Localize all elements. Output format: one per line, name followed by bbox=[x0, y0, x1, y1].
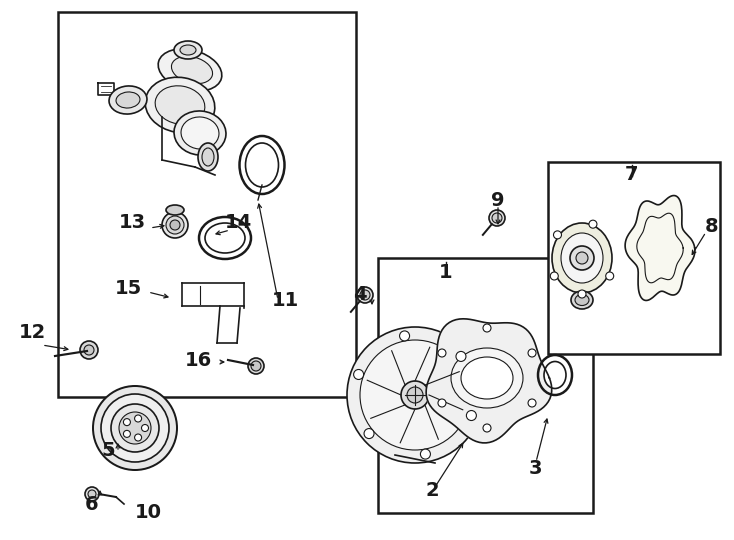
Circle shape bbox=[483, 424, 491, 432]
Text: 16: 16 bbox=[184, 350, 211, 369]
Text: 2: 2 bbox=[425, 481, 439, 500]
Ellipse shape bbox=[461, 357, 513, 399]
Ellipse shape bbox=[162, 212, 188, 238]
Circle shape bbox=[456, 352, 466, 361]
Ellipse shape bbox=[116, 92, 140, 108]
Circle shape bbox=[528, 349, 536, 357]
Circle shape bbox=[251, 361, 261, 371]
Circle shape bbox=[88, 490, 96, 498]
Ellipse shape bbox=[166, 216, 184, 234]
Circle shape bbox=[123, 430, 131, 437]
Ellipse shape bbox=[180, 45, 196, 55]
Circle shape bbox=[550, 272, 559, 280]
Text: 10: 10 bbox=[134, 503, 161, 522]
Circle shape bbox=[528, 399, 536, 407]
Circle shape bbox=[134, 434, 142, 441]
Bar bbox=[378, 258, 593, 513]
Ellipse shape bbox=[170, 220, 180, 230]
Text: 7: 7 bbox=[625, 165, 639, 184]
Text: 11: 11 bbox=[272, 291, 299, 309]
Circle shape bbox=[589, 220, 597, 228]
Text: 5: 5 bbox=[101, 441, 115, 460]
Circle shape bbox=[483, 324, 491, 332]
Polygon shape bbox=[625, 195, 695, 300]
Ellipse shape bbox=[451, 348, 523, 408]
Circle shape bbox=[489, 210, 505, 226]
Circle shape bbox=[248, 358, 264, 374]
Circle shape bbox=[606, 272, 614, 280]
Bar bbox=[548, 162, 720, 354]
Text: 8: 8 bbox=[705, 217, 719, 235]
Circle shape bbox=[80, 341, 98, 359]
Circle shape bbox=[123, 418, 131, 426]
Text: 1: 1 bbox=[439, 262, 453, 281]
Polygon shape bbox=[426, 319, 552, 443]
Ellipse shape bbox=[145, 77, 215, 133]
Ellipse shape bbox=[205, 223, 245, 253]
Text: 9: 9 bbox=[491, 191, 505, 210]
Text: 3: 3 bbox=[528, 458, 542, 477]
Circle shape bbox=[142, 424, 148, 431]
Circle shape bbox=[407, 387, 423, 403]
Circle shape bbox=[357, 287, 373, 303]
Circle shape bbox=[119, 412, 151, 444]
Circle shape bbox=[93, 386, 177, 470]
Circle shape bbox=[492, 213, 502, 223]
Ellipse shape bbox=[174, 41, 202, 59]
Ellipse shape bbox=[155, 86, 205, 124]
Text: 14: 14 bbox=[225, 213, 252, 232]
Text: 12: 12 bbox=[18, 323, 46, 342]
Circle shape bbox=[399, 331, 410, 341]
Circle shape bbox=[364, 429, 374, 438]
Ellipse shape bbox=[202, 148, 214, 166]
Text: 4: 4 bbox=[353, 286, 367, 305]
Circle shape bbox=[101, 394, 169, 462]
Circle shape bbox=[111, 404, 159, 452]
Ellipse shape bbox=[544, 361, 566, 388]
Circle shape bbox=[576, 252, 588, 264]
Ellipse shape bbox=[245, 143, 278, 187]
Circle shape bbox=[85, 487, 99, 501]
Bar bbox=[58, 12, 356, 397]
Ellipse shape bbox=[174, 111, 226, 155]
Circle shape bbox=[570, 246, 594, 270]
Circle shape bbox=[401, 381, 429, 409]
Circle shape bbox=[438, 399, 446, 407]
Ellipse shape bbox=[198, 143, 218, 171]
Ellipse shape bbox=[575, 294, 589, 306]
Circle shape bbox=[360, 340, 470, 450]
Ellipse shape bbox=[166, 205, 184, 215]
Ellipse shape bbox=[109, 86, 147, 114]
Ellipse shape bbox=[552, 223, 612, 293]
Circle shape bbox=[421, 449, 430, 459]
Ellipse shape bbox=[172, 56, 213, 84]
Ellipse shape bbox=[571, 291, 593, 309]
Text: 13: 13 bbox=[118, 213, 145, 232]
Circle shape bbox=[578, 290, 586, 298]
Circle shape bbox=[347, 327, 483, 463]
Circle shape bbox=[438, 349, 446, 357]
Circle shape bbox=[354, 369, 363, 380]
Circle shape bbox=[134, 415, 142, 422]
Circle shape bbox=[553, 231, 562, 239]
Circle shape bbox=[360, 290, 370, 300]
Ellipse shape bbox=[181, 117, 219, 149]
Text: 15: 15 bbox=[115, 279, 142, 298]
Text: 6: 6 bbox=[85, 495, 99, 514]
Ellipse shape bbox=[159, 49, 222, 91]
Circle shape bbox=[466, 410, 476, 421]
Ellipse shape bbox=[561, 233, 603, 283]
Circle shape bbox=[84, 345, 94, 355]
